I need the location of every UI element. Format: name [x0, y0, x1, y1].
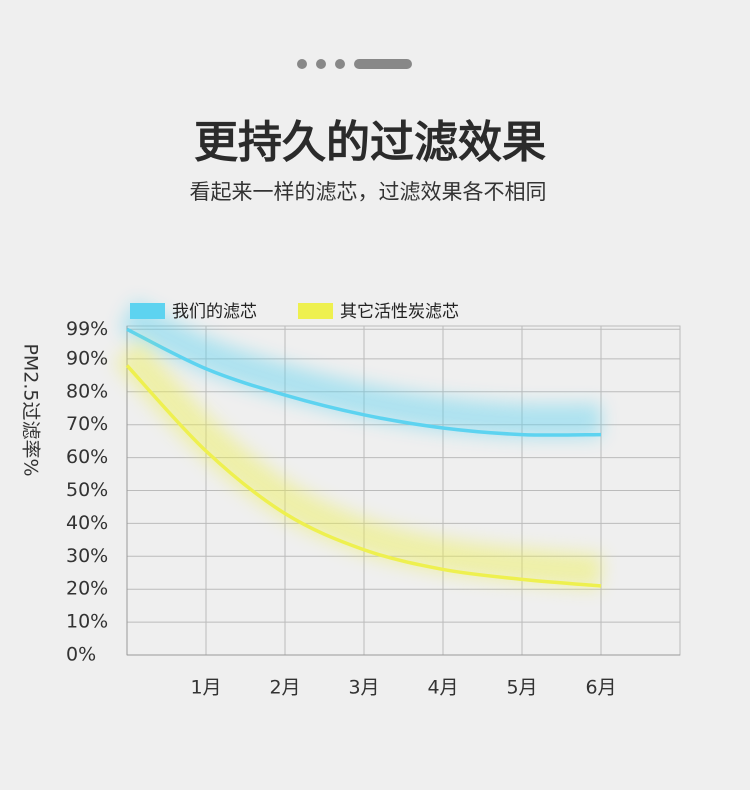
- line-glow: [114, 339, 603, 589]
- x-tick-label: 6月: [585, 677, 616, 699]
- y-tick-label: 10%: [66, 611, 108, 633]
- dot: [335, 59, 345, 69]
- y-tick-label: 80%: [66, 380, 108, 402]
- y-tick-label: 40%: [66, 512, 108, 534]
- y-tick-label: 50%: [66, 479, 108, 501]
- legend-swatch: [298, 303, 333, 319]
- y-tick-label: 70%: [66, 413, 108, 435]
- y-tick-label: 90%: [66, 347, 108, 369]
- y-tick-label: 99%: [66, 318, 108, 340]
- x-tick-label: 4月: [427, 677, 458, 699]
- chart-subtitle: 看起来一样的滤芯，过滤效果各不相同: [190, 180, 547, 204]
- chart-title: 更持久的过滤效果: [194, 117, 546, 168]
- line: [125, 364, 602, 588]
- dot: [316, 59, 326, 69]
- y-tick-label: 20%: [66, 578, 108, 600]
- bar-indicator: [354, 59, 412, 69]
- legend-swatch: [130, 303, 165, 319]
- y-tick-label: 0%: [66, 644, 96, 666]
- x-tick-label: 2月: [269, 677, 300, 699]
- legend-label: 我们的滤芯: [172, 302, 257, 322]
- dot: [297, 59, 307, 69]
- line-glow: [119, 300, 602, 439]
- x-tick-label: 3月: [348, 677, 379, 699]
- y-tick-label: 60%: [66, 446, 108, 468]
- y-tick-label: 30%: [66, 545, 108, 567]
- plot: 0% 10% 20% 30% 40% 50% 60% 70% 80% 90% 99% 1月 2月 3月 4月…: [66, 300, 681, 699]
- line: [126, 327, 602, 437]
- x-tick-label: 1月: [190, 677, 221, 699]
- legend-label: 其它活性炭滤芯: [340, 302, 459, 322]
- x-tick-label: 5月: [506, 677, 537, 699]
- y-axis-label: PM2.5过滤率%: [20, 343, 42, 476]
